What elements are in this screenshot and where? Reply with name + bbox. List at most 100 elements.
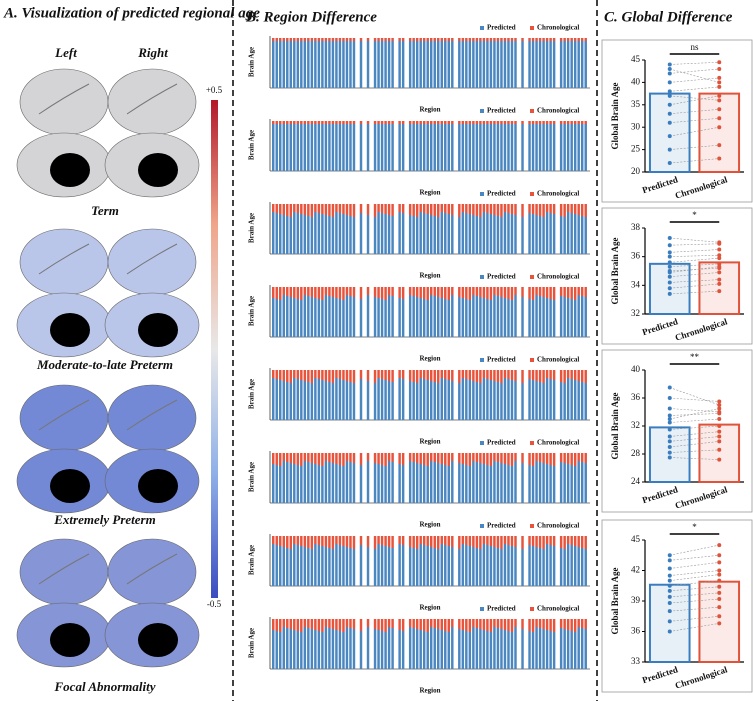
point <box>667 102 672 107</box>
bar-decor <box>373 217 377 254</box>
bar-decor <box>328 370 331 382</box>
bar-decor <box>384 453 387 466</box>
point <box>717 116 722 121</box>
bar-decor <box>486 213 489 254</box>
bar-decor <box>482 536 486 544</box>
bar-decor <box>279 38 282 41</box>
bar-decor <box>384 214 387 254</box>
point <box>667 573 672 578</box>
bar-decor <box>307 548 310 586</box>
bar-decor <box>584 297 587 337</box>
bar-decor <box>293 204 296 212</box>
bar-decor <box>331 38 335 41</box>
x-tick-label: Chronological <box>674 664 729 690</box>
bar-decor <box>310 124 314 171</box>
bar-decor <box>458 121 461 124</box>
bar-decor <box>503 464 507 503</box>
bar-decor <box>510 466 514 503</box>
bar-decor <box>489 536 493 546</box>
bar-decor <box>461 212 465 254</box>
bar-decor <box>430 41 433 88</box>
bar-decor <box>310 463 314 503</box>
bar-decor <box>528 213 531 254</box>
legend-label: Chronological <box>537 107 579 115</box>
bar-decor <box>496 124 500 171</box>
bar-decor <box>451 215 454 254</box>
bar-decor <box>279 466 282 503</box>
bar-decor <box>479 38 482 41</box>
bar-decor <box>451 121 454 124</box>
bar-decor <box>377 370 380 378</box>
bar-decor <box>293 536 296 544</box>
bar-decor <box>493 536 496 547</box>
bar-decor <box>461 630 465 669</box>
bar-decor <box>324 215 328 254</box>
bar-decor <box>373 121 377 124</box>
bar-decor <box>349 216 352 254</box>
bar-decor <box>286 216 289 254</box>
bar-decor <box>391 124 394 171</box>
bar-decor <box>552 453 556 466</box>
bar-decor <box>366 381 370 420</box>
point <box>717 253 722 258</box>
bar-decor <box>345 536 349 547</box>
bar-decor <box>468 380 472 420</box>
bar-decor <box>303 536 307 547</box>
bar-decor <box>535 370 538 381</box>
bar-decor <box>408 627 412 669</box>
bar-decor <box>310 549 314 586</box>
bar-decor <box>472 381 475 420</box>
bar-decor <box>412 204 415 216</box>
bar-decor <box>514 204 517 215</box>
bar-decor <box>321 546 324 586</box>
bar-decor <box>307 216 310 254</box>
bar-decor <box>321 287 324 300</box>
legend-label: Predicted <box>487 24 516 32</box>
bar-decor <box>472 287 475 295</box>
bar-decor <box>328 204 331 216</box>
bar-decor <box>275 536 278 545</box>
bar-decor <box>408 38 412 41</box>
bar-decor <box>468 204 472 214</box>
bar-decor <box>349 287 352 296</box>
bar-decor <box>573 38 577 41</box>
bar-decor <box>545 124 549 171</box>
bar-decor <box>275 453 278 465</box>
bar-decor <box>314 121 317 124</box>
bar-decor <box>577 619 580 627</box>
bar-decor <box>559 38 563 41</box>
bar-decor <box>401 38 405 41</box>
bar-decor <box>444 545 447 586</box>
bar-decor <box>468 370 472 380</box>
bar-decor <box>507 41 510 88</box>
bar-decor <box>552 632 556 669</box>
bar-decor <box>352 619 356 629</box>
bar-decor <box>573 380 577 420</box>
bar-decor <box>444 370 447 379</box>
bar-decor <box>398 287 401 298</box>
bar-decor <box>331 453 335 463</box>
bar-decor <box>310 370 314 383</box>
bar-decor <box>282 619 285 627</box>
bar-decor <box>321 536 324 546</box>
bar-decor <box>321 38 324 41</box>
point <box>717 247 722 252</box>
bar-decor <box>472 215 475 254</box>
bar-decor <box>433 296 436 337</box>
bar-decor <box>412 216 415 254</box>
pair-line <box>669 623 720 632</box>
bar-decor <box>300 546 303 586</box>
bar-decor <box>303 381 307 420</box>
bar-decor <box>310 453 314 463</box>
bar-decor <box>531 204 535 214</box>
bar-decor <box>282 461 285 503</box>
bar-decor <box>419 287 422 298</box>
bar-decor <box>303 41 307 88</box>
point <box>717 584 722 589</box>
bar-decor <box>328 548 331 586</box>
point <box>667 250 672 255</box>
pair-line <box>669 77 720 83</box>
bar-decor <box>577 453 580 461</box>
bar-decor <box>384 287 387 300</box>
bar-decor <box>342 546 345 586</box>
